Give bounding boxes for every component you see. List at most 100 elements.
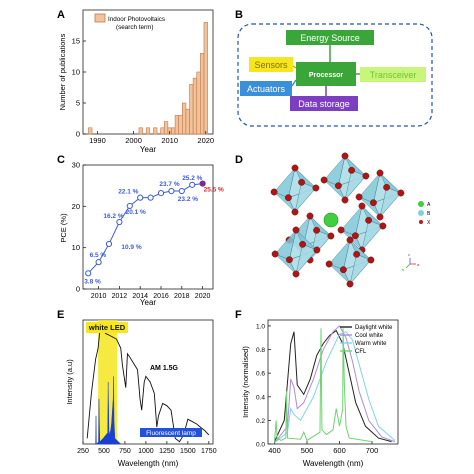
actuators-label: Actuators — [247, 84, 286, 94]
chart-c-frame — [82, 164, 214, 290]
axis-b-arrow — [405, 263, 411, 269]
chart-a-ylabel: Number of publications — [58, 33, 67, 110]
chart-f-legend-label: Daylight white — [355, 325, 393, 331]
chart-a-bar — [196, 71, 201, 135]
chart-a-bar — [88, 127, 93, 135]
chart-c-xtick-label: 2016 — [153, 293, 169, 300]
chart-f-xlabel: Wavelength (nm) — [303, 459, 364, 468]
chart-e-xlabel: Wavelength (nm) — [118, 459, 179, 468]
x-site-anion — [383, 183, 390, 191]
chart-f-legend-label: CFL — [355, 349, 367, 355]
fluorescent-label: Fluorescent lamp — [146, 430, 196, 437]
transceiver-label: Transceiver — [370, 70, 417, 80]
chart-a-bar — [189, 84, 194, 135]
chart-f-ytick-label: 1.0 — [256, 323, 265, 330]
chart-c-ytick-label: 20 — [72, 202, 80, 211]
x-site-anion — [313, 226, 320, 234]
chart-e-frame — [82, 319, 214, 445]
panel-label-c: C — [57, 154, 65, 166]
x-site-anion — [325, 260, 333, 268]
chart-e-xtick-label: 1750 — [201, 448, 217, 455]
chart-a-xtick-label: 2010 — [161, 136, 178, 145]
chart-f-xtick-label: 600 — [333, 446, 346, 455]
legend-x-dot — [419, 220, 423, 224]
chart-a: 1990 2000 2010 2020 0 5 10 15 Indoor Photovolta… — [58, 9, 214, 154]
chart-c-point — [189, 181, 196, 188]
chart-c-ytick-label: 0 — [76, 285, 80, 294]
octahedron-face — [379, 186, 402, 218]
chart-a-ytick-label: 10 — [72, 68, 80, 77]
chart-f-xtick-label: 400 — [268, 446, 281, 455]
chart-e-xtick-label: 1250 — [159, 448, 175, 455]
diagram-b: Energy Source Sensors Processor Transcei… — [237, 23, 433, 127]
legend-a-dot — [418, 201, 424, 207]
x-site-anion — [346, 280, 354, 288]
a-site-cation — [323, 212, 339, 228]
x-site-anion — [284, 194, 292, 202]
x-site-anion — [379, 222, 387, 230]
chart-a-bar — [178, 115, 183, 135]
chart-a-ytick-label: 15 — [72, 37, 80, 46]
axis-c-label: c — [408, 252, 410, 257]
chart-a-legend-line1: Indoor Photovoltaics — [108, 16, 165, 23]
x-site-anion — [339, 266, 347, 274]
chart-f-ytick-label: 0.8 — [256, 347, 265, 354]
x-site-anion — [334, 182, 342, 190]
chart-a-xtick-label: 2000 — [125, 136, 142, 145]
panel-label-d: D — [235, 154, 243, 166]
x-site-anion — [292, 270, 300, 278]
x-site-anion — [320, 176, 328, 184]
chart-f-ytick-label: 0.2 — [256, 418, 265, 425]
chart-a-legend-line2: (search term) — [116, 24, 153, 31]
white-led-label: white LED — [88, 323, 126, 332]
chart-c-xtick-label: 2012 — [112, 293, 128, 300]
chart-c-point — [137, 194, 144, 201]
chart-f-series-line — [274, 331, 396, 444]
x-site-anion — [353, 250, 360, 258]
chart-c-data-label: 3.8 % — [84, 278, 101, 285]
chart-e-xtick-label: 750 — [119, 448, 131, 455]
fluorescent-lamp-spectrum — [95, 376, 122, 445]
chart-e-xtick-label: 1000 — [138, 448, 154, 455]
x-site-anion — [312, 184, 320, 192]
device-boundary — [237, 23, 433, 127]
axis-a-label: a — [417, 262, 420, 267]
chart-a-xlabel: Year — [140, 145, 157, 154]
chart-c-xtick-label: 2010 — [91, 293, 107, 300]
chart-e-xtick-label: 1500 — [180, 448, 196, 455]
x-site-anion — [397, 189, 405, 197]
chart-a-bar — [174, 115, 179, 135]
x-site-anion — [270, 188, 278, 196]
crystal-structure-d: A B X a b c — [270, 152, 431, 288]
chart-f-legend-label: Warm white — [355, 341, 387, 347]
chart-c-xtick-label: 2020 — [195, 293, 211, 300]
x-site-anion — [313, 246, 321, 254]
x-site-anion — [376, 213, 384, 221]
chart-c-point — [168, 187, 175, 195]
chart-c-point — [105, 240, 113, 248]
white-led-label-box — [86, 322, 128, 333]
octahedron-face — [361, 219, 384, 251]
chart-c-data-label: 25.5 % — [204, 187, 224, 194]
panel-label-a: A — [57, 9, 65, 21]
chart-c-xlabel: Year — [140, 298, 157, 307]
chart-c-data-label: 20.1 % — [126, 209, 146, 216]
x-site-anion — [292, 226, 300, 234]
octahedron-face — [294, 181, 317, 213]
chart-e-xtick-label: 500 — [98, 448, 110, 455]
x-site-anion — [369, 199, 377, 207]
chart-c-point — [126, 202, 133, 210]
x-site-anion — [362, 172, 370, 180]
chart-c-xtick-label: 2018 — [174, 293, 190, 300]
chart-a-bar — [185, 108, 190, 135]
legend-b: B — [427, 211, 431, 217]
x-site-anion — [337, 226, 345, 234]
chart-e: 250 500 750 1000 1250 1500 1750 white LED AM 1… — [65, 319, 217, 468]
processor-label: Processor — [309, 72, 344, 79]
legend-a: A — [427, 202, 431, 208]
x-site-anion — [341, 152, 349, 160]
am15g-label: AM 1.5G — [150, 365, 179, 372]
legend-x: X — [427, 220, 431, 226]
x-site-anion — [367, 256, 375, 264]
chart-a-xtick-label: 2020 — [197, 136, 214, 145]
